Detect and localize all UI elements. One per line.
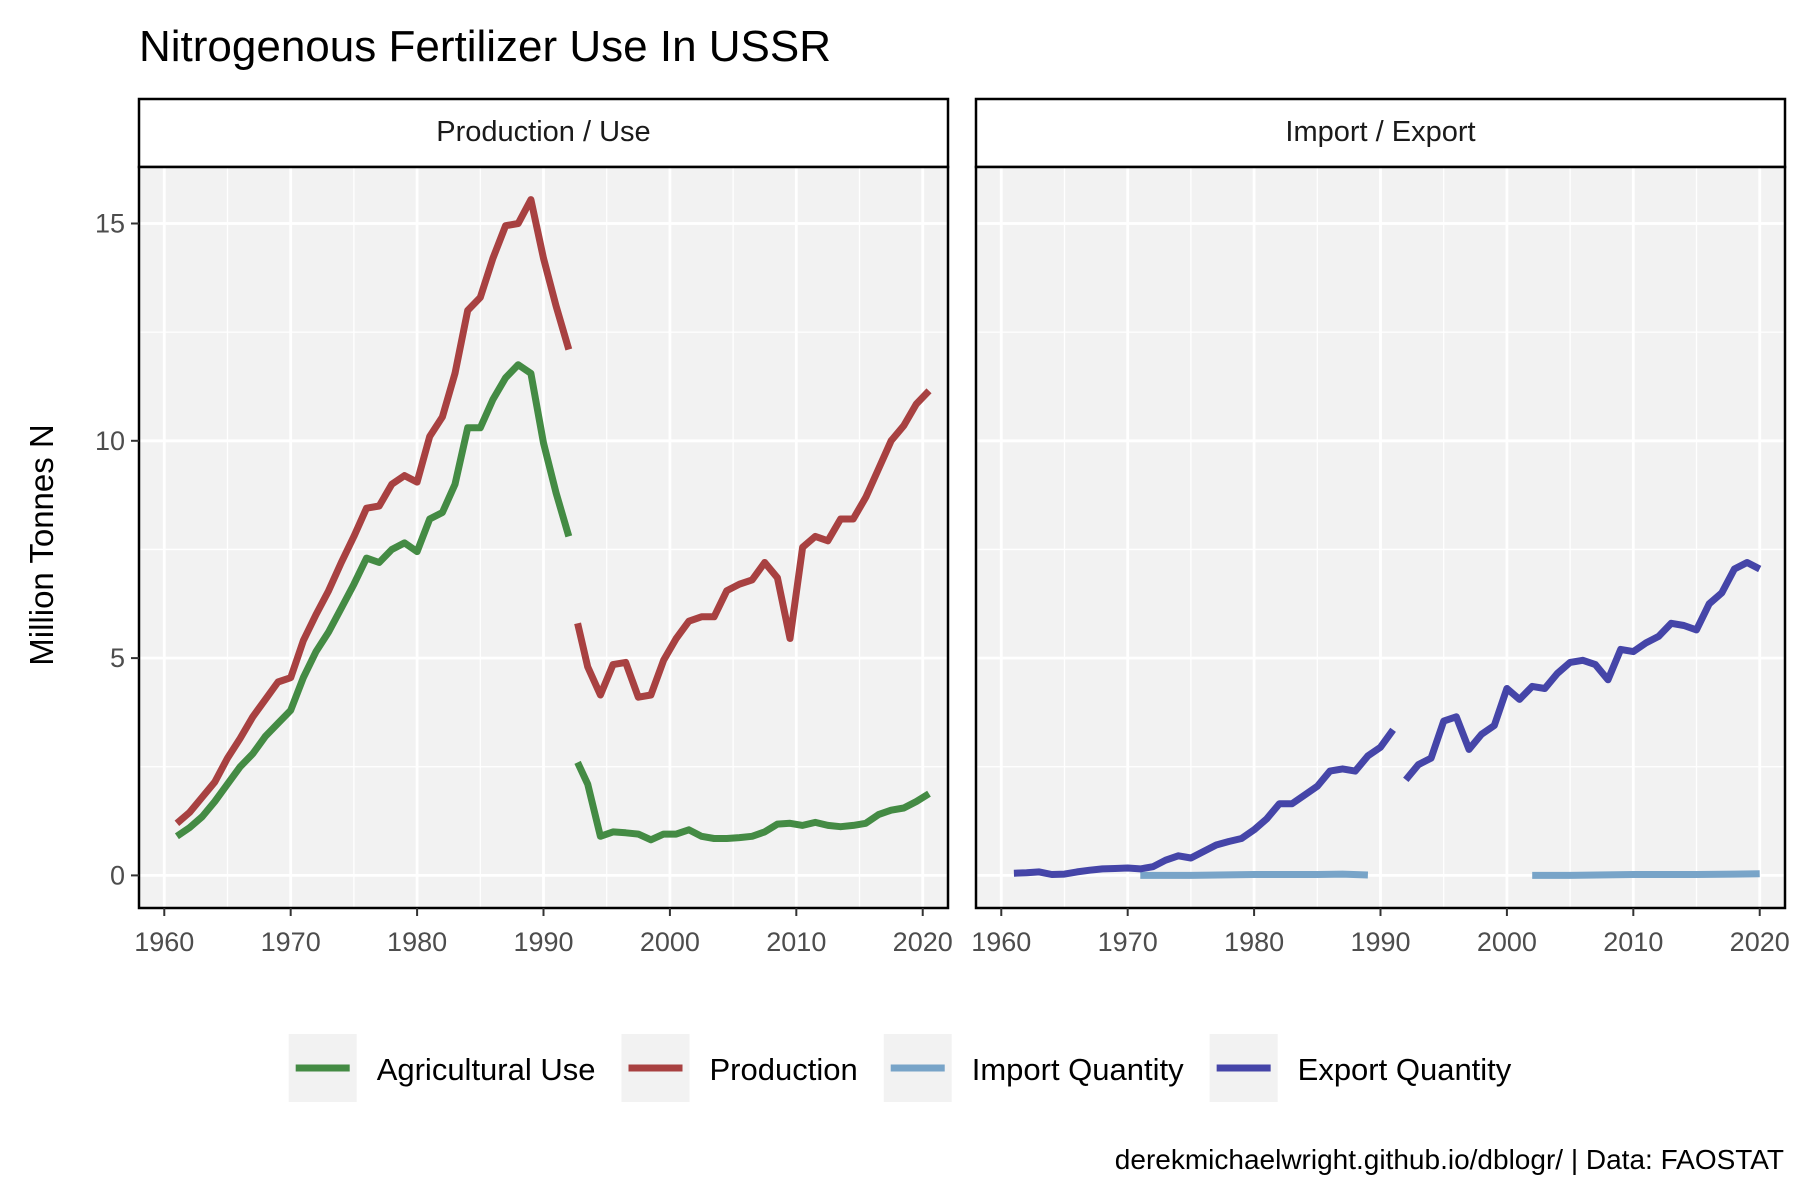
panels: Production / Use 1960 1970 1980 1990 2000 2010… [95, 97, 1790, 957]
x-tick-label: 1990 [1350, 927, 1410, 957]
x-tick-label: 1970 [1098, 927, 1158, 957]
series-line-agricultural-use [574, 760, 931, 844]
panel-strip-label: Production / Use [436, 116, 650, 148]
y-tick-label: 5 [110, 643, 125, 673]
legend-key-agricultural-use [288, 1034, 357, 1102]
series-line-export-quantity [1013, 727, 1396, 878]
panel-1: Production / Use 1960 1970 1980 1990 2000 2010… [95, 97, 953, 957]
x-tick-label: 2010 [766, 927, 826, 957]
caption: derekmichaelwright.github.io/dblogr/ | D… [1115, 1144, 1784, 1175]
legend-label: Export Quantity [1298, 1052, 1512, 1087]
legend-label: Agricultural Use [377, 1052, 596, 1087]
legend-label: Import Quantity [972, 1052, 1184, 1087]
panel-strip-label: Import / Export [1285, 116, 1475, 148]
series-line-production [174, 196, 573, 826]
legend-key-import-quantity [883, 1034, 952, 1102]
panel-2: Import / Export 1960 1970 1980 1990 2000 2010 2… [971, 97, 1790, 957]
legend-label: Production [710, 1052, 858, 1087]
x-tick-label: 1990 [513, 927, 573, 957]
x-tick-label: 2020 [1730, 927, 1790, 957]
y-tick-label: 10 [95, 426, 125, 456]
legend: Agricultural Use Production Import Quantit… [288, 1034, 1512, 1102]
series-line-production [574, 388, 932, 701]
series-line-agricultural-use [174, 361, 573, 840]
x-tick-label: 2000 [640, 927, 700, 957]
x-tick-label: 2000 [1477, 927, 1537, 957]
legend-key-export-quantity [1209, 1034, 1278, 1102]
x-tick-label: 2010 [1603, 927, 1663, 957]
x-tick-label: 1980 [1224, 927, 1284, 957]
y-tick-label: 0 [110, 860, 125, 890]
panel-strip [137, 97, 950, 169]
series-line-import-quantity [1140, 870, 1369, 879]
series-line-export-quantity [1403, 559, 1762, 783]
x-tick-label: 1970 [261, 927, 321, 957]
panel-strip [974, 97, 1787, 169]
y-axis-label: Million Tonnes N [23, 424, 60, 666]
y-tick-label: 15 [95, 208, 125, 238]
x-tick-label: 1960 [971, 927, 1031, 957]
chart-title: Nitrogenous Fertilizer Use In USSR [139, 22, 831, 71]
x-tick-label: 1980 [387, 927, 447, 957]
legend-key-production [621, 1034, 690, 1102]
x-tick-label: 2020 [893, 927, 953, 957]
x-tick-label: 1960 [134, 927, 194, 957]
series-line-import-quantity [1532, 870, 1760, 879]
